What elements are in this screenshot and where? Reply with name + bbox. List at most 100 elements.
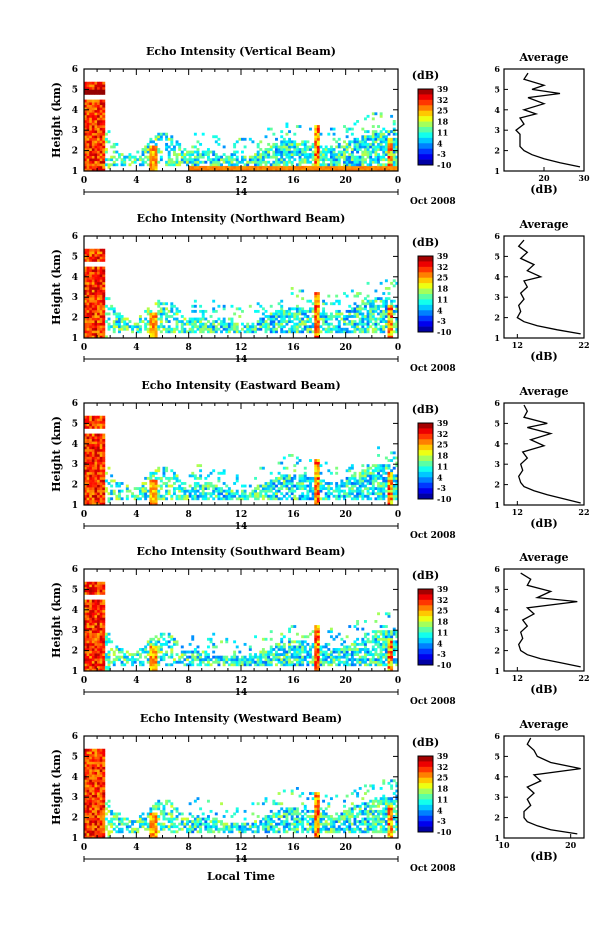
heatmap-cell bbox=[264, 660, 268, 664]
heatmap-cell bbox=[89, 165, 93, 169]
heatmap-cell bbox=[102, 415, 106, 419]
heatmap-cell bbox=[280, 315, 284, 318]
heatmap-cell bbox=[241, 494, 244, 498]
heatmap-cell bbox=[102, 117, 106, 121]
heatmap-cell bbox=[212, 320, 216, 323]
heatmap-cell bbox=[329, 330, 333, 334]
heatmap-cell bbox=[350, 307, 354, 311]
heatmap-cell bbox=[217, 489, 221, 493]
heatmap-cell bbox=[280, 658, 284, 662]
heatmap-cell bbox=[115, 158, 119, 162]
heatmap-cell bbox=[384, 655, 388, 659]
heatmap-cell bbox=[159, 650, 163, 654]
heatmap-cell bbox=[165, 135, 169, 139]
heatmap-cell bbox=[225, 497, 229, 501]
heatmap-cell bbox=[91, 258, 95, 262]
heatmap-cell bbox=[332, 637, 336, 641]
heatmap-cell bbox=[335, 312, 339, 316]
heatmap-cell bbox=[298, 497, 302, 501]
heatmap-cell bbox=[91, 165, 95, 169]
heatmap-cell bbox=[102, 443, 106, 447]
heatmap-cell bbox=[97, 433, 100, 437]
heatmap-cell bbox=[86, 625, 90, 628]
heatmap-cell bbox=[214, 155, 218, 159]
heatmap-cell bbox=[167, 160, 171, 164]
heatmap-cell bbox=[91, 415, 95, 419]
heatmap-cell bbox=[97, 117, 100, 121]
heatmap-cell bbox=[99, 640, 103, 644]
heatmap-cell bbox=[327, 317, 331, 321]
heatmap-cell bbox=[149, 158, 153, 162]
heatmap-cell bbox=[186, 655, 189, 659]
heatmap-cell bbox=[311, 168, 315, 172]
heatmap-cell bbox=[84, 102, 87, 105]
heatmap-cell bbox=[390, 322, 394, 326]
heatmap-cell bbox=[311, 155, 315, 159]
heatmap-cell bbox=[146, 642, 150, 646]
heatmap-cell bbox=[159, 137, 163, 141]
heatmap-cell bbox=[125, 650, 129, 654]
heatmap-cell bbox=[89, 120, 93, 123]
heatmap-cell bbox=[329, 471, 333, 475]
heatmap-cell bbox=[84, 625, 87, 628]
heatmap-cells bbox=[84, 581, 399, 672]
heatmap-cell bbox=[186, 663, 189, 667]
heatmap-cell bbox=[316, 658, 320, 662]
heatmap-cell bbox=[91, 130, 95, 134]
heatmap-cell bbox=[170, 497, 174, 501]
heatmap-cell bbox=[288, 487, 292, 490]
heatmap-cell bbox=[220, 158, 223, 162]
heatmap-cell bbox=[327, 482, 331, 485]
heatmap-cell bbox=[254, 635, 257, 639]
heatmap-cell bbox=[288, 158, 292, 162]
heatmap-cell bbox=[217, 494, 221, 498]
heatmap-cell bbox=[141, 660, 145, 664]
heatmap-cell bbox=[91, 256, 95, 260]
heatmap-cell bbox=[316, 165, 320, 169]
heatmap-cell bbox=[91, 253, 95, 257]
heatmap-cell bbox=[84, 635, 87, 639]
heatmap-cell bbox=[290, 330, 294, 334]
heatmap-cell bbox=[340, 655, 344, 659]
heatmap-cell bbox=[390, 469, 394, 473]
heatmap-cell bbox=[199, 658, 203, 662]
heatmap-cell bbox=[91, 137, 95, 141]
heatmap-cell bbox=[196, 148, 200, 151]
heatmap-cell bbox=[84, 648, 87, 651]
heatmap-cell bbox=[172, 327, 176, 331]
heatmap-cell bbox=[146, 653, 150, 656]
heatmap-cell bbox=[366, 153, 370, 156]
heatmap-cell bbox=[159, 322, 163, 326]
heatmap-cell bbox=[199, 322, 203, 326]
heatmap-cell bbox=[295, 150, 299, 154]
heatmap-cell bbox=[363, 487, 367, 490]
heatmap-cell bbox=[316, 137, 320, 141]
colorbar-segment bbox=[418, 116, 433, 122]
heatmap-cell bbox=[159, 497, 163, 501]
heatmap-cell bbox=[309, 155, 312, 159]
heatmap-cell bbox=[91, 322, 95, 326]
heatmap-cell bbox=[94, 602, 98, 605]
heatmap-cell bbox=[332, 315, 336, 318]
heatmap-cell bbox=[298, 494, 302, 498]
heatmap-cell bbox=[91, 89, 95, 93]
heatmap-cell bbox=[204, 168, 208, 172]
heatmap-cell bbox=[188, 492, 192, 496]
heatmap-cell bbox=[329, 663, 333, 667]
heatmap-cell bbox=[91, 482, 95, 485]
heatmap-cell bbox=[178, 489, 182, 493]
heatmap-cell bbox=[374, 637, 378, 641]
heatmap-cell bbox=[84, 125, 87, 128]
heatmap-cell bbox=[149, 668, 153, 672]
heatmap-cell bbox=[309, 165, 312, 169]
heatmap-cell bbox=[149, 665, 153, 669]
heatmap-cell bbox=[275, 142, 278, 146]
heatmap-cell bbox=[384, 640, 388, 644]
heatmap-cell bbox=[377, 297, 380, 301]
heatmap-cell bbox=[86, 586, 90, 590]
heatmap-cell bbox=[99, 91, 103, 95]
heatmap-cell bbox=[348, 648, 352, 651]
heatmap-cell bbox=[241, 155, 244, 159]
heatmap-cell bbox=[319, 158, 323, 162]
heatmap-cell bbox=[104, 479, 108, 483]
